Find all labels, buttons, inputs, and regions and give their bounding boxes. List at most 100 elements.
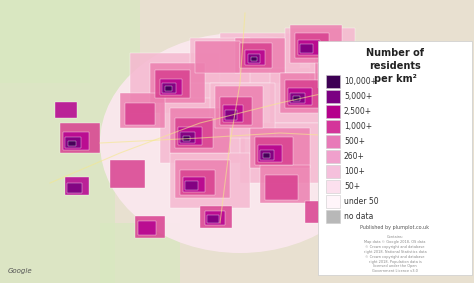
Bar: [380, 176, 408, 198]
Bar: [130, 53, 220, 113]
Bar: [280, 73, 335, 113]
Bar: [210, 83, 275, 138]
Bar: [310, 53, 385, 103]
Bar: [160, 98, 245, 163]
Bar: [340, 78, 405, 133]
Bar: [67, 183, 82, 193]
Bar: [150, 63, 205, 103]
Bar: [350, 133, 410, 183]
Bar: [326, 210, 340, 223]
Text: 1,000+: 1,000+: [344, 122, 372, 131]
Bar: [135, 216, 165, 238]
Bar: [430, 111, 448, 125]
Bar: [248, 54, 260, 63]
Text: 260+: 260+: [344, 152, 365, 161]
Bar: [65, 177, 89, 195]
Bar: [360, 93, 395, 118]
Text: 10,000+: 10,000+: [344, 77, 377, 86]
Bar: [315, 55, 365, 93]
Bar: [68, 141, 76, 146]
Bar: [100, 223, 180, 283]
Bar: [160, 79, 182, 95]
Bar: [430, 101, 458, 123]
Text: under 50: under 50: [344, 197, 379, 206]
Bar: [60, 123, 100, 153]
Bar: [367, 157, 378, 165]
Bar: [240, 43, 272, 68]
Bar: [260, 150, 274, 160]
Bar: [326, 90, 340, 103]
Bar: [365, 105, 378, 114]
Bar: [326, 195, 340, 208]
Bar: [223, 105, 243, 122]
Bar: [355, 85, 405, 123]
Bar: [327, 78, 333, 82]
Bar: [183, 177, 205, 192]
Bar: [330, 117, 378, 153]
Text: Published by plumplot.co.uk: Published by plumplot.co.uk: [361, 225, 429, 230]
Bar: [326, 120, 340, 133]
Bar: [155, 70, 190, 98]
Bar: [120, 93, 165, 128]
Bar: [326, 135, 340, 148]
Bar: [250, 128, 310, 168]
Bar: [326, 150, 340, 163]
Bar: [295, 33, 329, 58]
Bar: [190, 38, 250, 83]
Bar: [335, 128, 367, 150]
Ellipse shape: [100, 33, 380, 253]
Bar: [63, 132, 89, 150]
Bar: [175, 160, 230, 198]
Bar: [180, 132, 195, 143]
Bar: [326, 105, 340, 118]
Text: Number of
residents
per km²: Number of residents per km²: [366, 48, 424, 84]
Bar: [324, 75, 336, 84]
Bar: [360, 135, 405, 173]
Bar: [207, 215, 219, 223]
Bar: [0, 0, 90, 83]
Text: 5,000+: 5,000+: [344, 92, 372, 101]
Bar: [285, 28, 355, 73]
Bar: [293, 96, 300, 101]
Text: Google: Google: [8, 268, 33, 274]
Bar: [285, 80, 323, 108]
Bar: [255, 137, 293, 165]
Bar: [138, 221, 156, 235]
Bar: [178, 127, 202, 145]
Bar: [365, 153, 383, 167]
Bar: [215, 86, 263, 128]
Bar: [326, 180, 340, 193]
Bar: [326, 75, 340, 88]
Bar: [290, 93, 305, 103]
Text: 50+: 50+: [344, 182, 360, 191]
Bar: [180, 170, 215, 195]
Bar: [205, 211, 225, 225]
Bar: [0, 163, 115, 283]
Bar: [363, 101, 385, 116]
Text: 100+: 100+: [344, 167, 365, 176]
Bar: [290, 25, 342, 63]
Bar: [225, 110, 237, 120]
Bar: [200, 206, 232, 228]
Bar: [326, 165, 340, 178]
Bar: [258, 145, 282, 162]
Bar: [265, 175, 298, 200]
Bar: [175, 118, 213, 148]
Bar: [240, 123, 330, 183]
Bar: [300, 44, 313, 53]
Text: no data: no data: [344, 212, 374, 221]
Bar: [220, 33, 300, 83]
Bar: [170, 153, 250, 208]
Bar: [195, 41, 240, 73]
Bar: [55, 102, 77, 118]
Bar: [298, 40, 320, 55]
Bar: [322, 72, 342, 86]
Bar: [363, 145, 393, 170]
Bar: [263, 153, 270, 158]
Bar: [170, 108, 230, 153]
Bar: [125, 103, 155, 125]
Bar: [183, 136, 190, 141]
Bar: [318, 63, 350, 88]
Bar: [110, 160, 145, 188]
Bar: [220, 97, 252, 125]
